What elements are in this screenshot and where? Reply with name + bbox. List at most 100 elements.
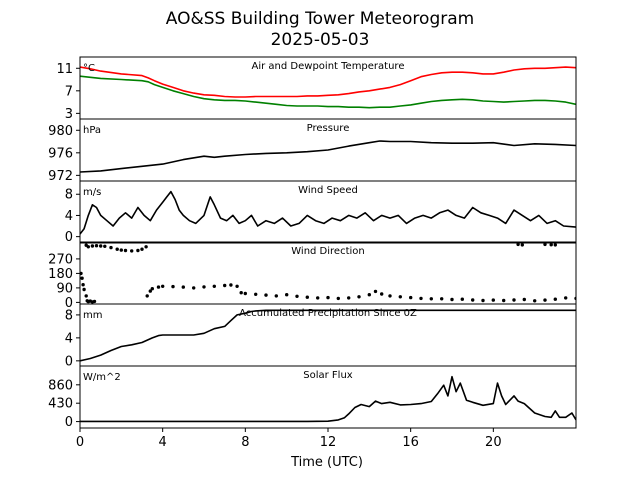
wind_direction-point-53 [388, 294, 392, 298]
figure-title-line1: AO&SS Building Tower Meteorogram [166, 9, 474, 29]
wind_speed-title: Wind Speed [298, 185, 358, 196]
temp-series-0-line [80, 66, 576, 98]
wind_direction-point-42 [285, 293, 289, 297]
pressure-unit: hPa [83, 125, 101, 136]
temp-ytick-label-2: 11 [56, 62, 73, 77]
temp-title: Air and Dewpoint Temperature [252, 61, 405, 72]
wind_direction-point-47 [336, 296, 340, 301]
temp-unit: °C [83, 63, 95, 74]
solar-ytick-label-2: 860 [48, 378, 73, 393]
wind_direction-point-30 [181, 285, 185, 289]
panel-wind_speed: 0 4 8 Wind Speed m/s [65, 180, 577, 245]
wind_direction-point-64 [502, 298, 506, 303]
precip-series-0-line [80, 309, 576, 362]
wind_direction-point-51 [373, 289, 378, 294]
wind_direction-point-63 [491, 298, 495, 302]
wind_speed-unit: m/s [83, 187, 101, 198]
wind_direction-point-74 [543, 242, 547, 247]
wind_direction-point-56 [419, 296, 423, 301]
figure-title-line2: 2025-05-03 [271, 30, 370, 50]
wind_direction-ytick-label-3: 270 [48, 252, 73, 267]
wind_direction-point-41 [274, 294, 278, 298]
wind_direction-point-3 [82, 287, 86, 292]
pressure-ytick-label-0: 972 [48, 169, 73, 184]
wind_direction-point-15 [103, 244, 107, 248]
wind_direction-point-38 [243, 291, 247, 296]
pressure-series-0-line [80, 140, 576, 173]
wind_direction-point-70 [564, 296, 568, 300]
wind_direction-point-2 [81, 283, 85, 287]
wind_direction-point-17 [115, 247, 119, 251]
wind_direction-point-22 [140, 247, 144, 251]
wind_direction-point-55 [409, 295, 413, 300]
wind_direction-point-67 [533, 299, 537, 303]
wind_direction-point-28 [161, 284, 165, 288]
solar-ytick-label-1: 430 [48, 397, 73, 412]
wind_direction-point-72 [516, 242, 520, 247]
wind_direction-point-24 [145, 294, 149, 298]
wind_speed-ytick-label-0: 0 [65, 230, 73, 245]
x-tick-label-0: 0 [76, 435, 84, 450]
wind_direction-ytick-label-2: 180 [48, 267, 73, 282]
wind_direction-point-45 [316, 296, 320, 300]
wind_direction-point-1 [80, 276, 84, 280]
wind_direction-point-9 [92, 299, 97, 304]
wind_direction-point-62 [481, 298, 485, 303]
precip-title: Accumulated Precipitation Since 0Z [239, 308, 417, 319]
wind_direction-point-46 [326, 295, 330, 300]
panel-solar: 0 430 860 Solar Flux W/m^2 [48, 365, 577, 430]
wind_direction-point-50 [367, 293, 371, 297]
pressure-ytick-label-1: 976 [48, 146, 73, 161]
temp-ytick-label-1: 7 [65, 84, 73, 99]
wind_direction-point-43 [295, 294, 299, 298]
wind_speed-frame [79, 180, 577, 244]
wind_direction-point-33 [212, 284, 216, 288]
wind_direction-point-49 [357, 295, 361, 299]
wind_direction-point-54 [398, 295, 402, 299]
x-tick-label-2: 8 [241, 435, 249, 450]
wind_direction-point-34 [223, 283, 227, 288]
wind_direction-point-12 [90, 244, 95, 248]
x-tick-label-4: 16 [402, 435, 419, 450]
wind_direction-point-65 [512, 298, 516, 302]
x-axis-label: Time (UTC) [290, 455, 363, 470]
wind_direction-point-37 [239, 291, 243, 295]
wind_direction-point-20 [130, 249, 134, 253]
wind_direction-point-16 [109, 245, 113, 250]
wind_direction-ytick-label-0: 0 [65, 296, 73, 311]
wind_direction-ytick-label-1: 90 [56, 281, 73, 296]
wind_direction-point-14 [99, 244, 103, 248]
wind_direction-point-27 [156, 285, 161, 289]
wind_direction-point-19 [123, 248, 128, 253]
pressure-ytick-label-2: 980 [48, 124, 73, 139]
wind_direction-point-13 [94, 244, 99, 248]
wind_direction-point-66 [522, 297, 526, 302]
precip-ytick-label-0: 0 [65, 354, 73, 369]
wind_direction-point-36 [235, 284, 239, 288]
panel-pressure: 972 976 980 Pressure hPa [48, 118, 577, 184]
wind_speed-series-0-line [80, 190, 576, 235]
wind_direction-point-76 [553, 243, 557, 247]
solar-ytick-label-0: 0 [65, 415, 73, 430]
wind_direction-point-31 [192, 286, 196, 290]
wind_direction-point-39 [254, 292, 258, 296]
wind_direction-point-18 [119, 248, 124, 252]
wind_direction-point-40 [264, 293, 268, 297]
chart-panels: 3 7 11 Air and Dewpoint Temperature °C 972 976… [48, 56, 577, 430]
wind_direction-point-26 [150, 287, 154, 291]
wind_direction-point-35 [229, 283, 233, 287]
solar-title: Solar Flux [303, 370, 353, 381]
precip-ytick-label-1: 4 [65, 331, 73, 346]
wind_direction-point-68 [543, 298, 547, 302]
wind_direction-point-0 [80, 271, 83, 276]
solar-unit: W/m^2 [83, 372, 121, 383]
wind_direction-point-21 [136, 248, 140, 253]
wind_direction-point-29 [171, 284, 175, 289]
pressure-title: Pressure [307, 123, 350, 134]
wind_direction-point-58 [440, 297, 444, 301]
solar-series-0-line [80, 375, 576, 423]
wind_direction-point-75 [549, 243, 553, 247]
precip-unit: mm [83, 310, 102, 321]
